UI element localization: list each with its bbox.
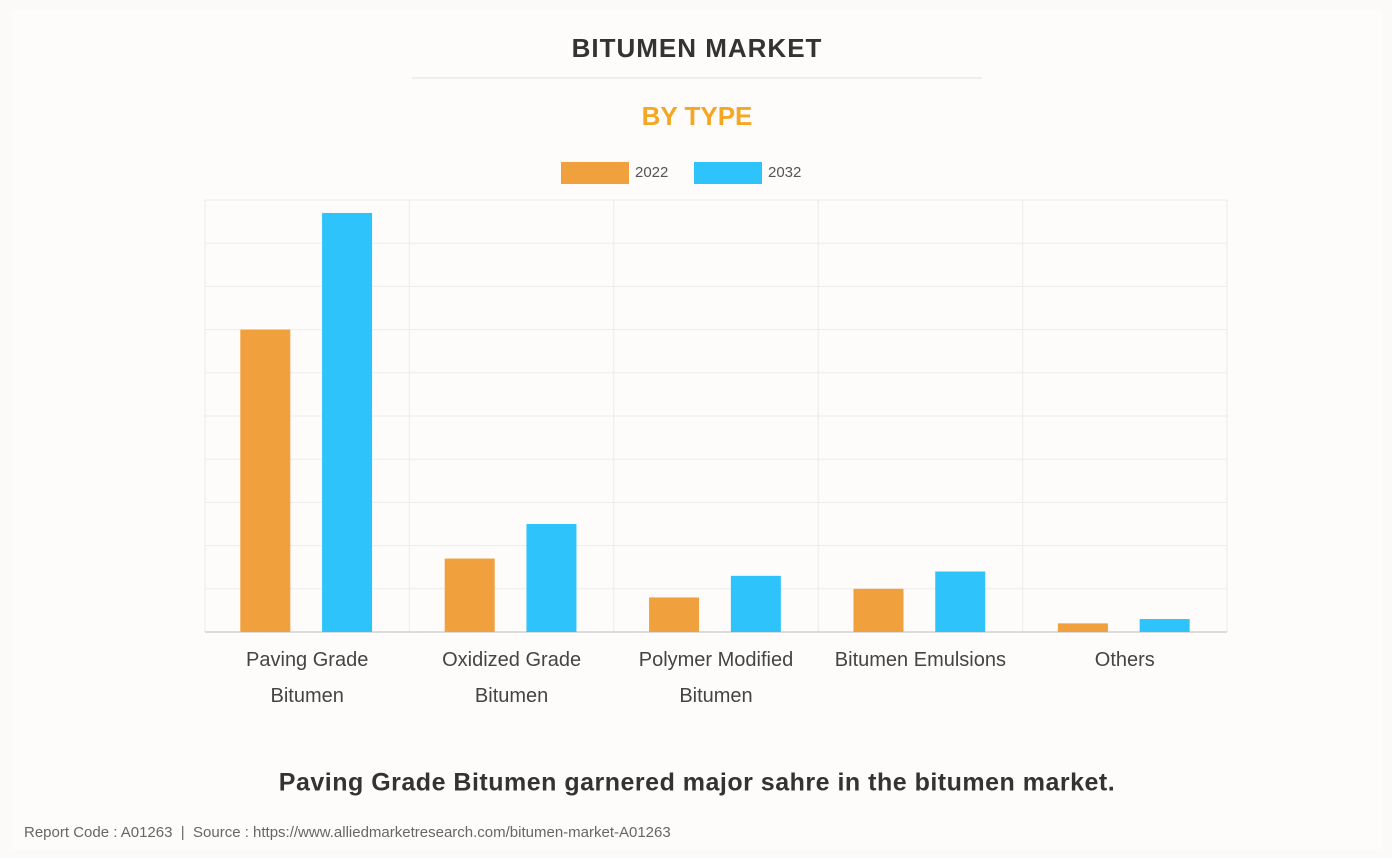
bar bbox=[1057, 623, 1108, 632]
source: Report Code : A01263 | Source : https://… bbox=[24, 824, 671, 841]
panel bbox=[12, 10, 1382, 850]
legend-swatch bbox=[694, 162, 762, 184]
legend-label: 2032 bbox=[768, 164, 801, 181]
x-tick-label: Bitumen Emulsions bbox=[834, 649, 1006, 671]
bar bbox=[1139, 619, 1190, 632]
bar bbox=[935, 571, 986, 632]
bar bbox=[526, 524, 577, 632]
bar bbox=[240, 329, 291, 632]
bar bbox=[853, 588, 904, 632]
x-tick-label: Paving Grade Bitumen bbox=[246, 649, 369, 707]
legend-label: 2022 bbox=[635, 164, 668, 181]
x-tick-label: Others bbox=[1094, 649, 1155, 671]
legend-swatch bbox=[561, 162, 629, 184]
chart-title: BITUMEN MARKET bbox=[572, 33, 823, 63]
chart-subtitle: BY TYPE bbox=[642, 101, 753, 131]
bar bbox=[649, 597, 700, 632]
bar bbox=[322, 212, 373, 632]
bar bbox=[730, 575, 781, 632]
bar bbox=[444, 558, 495, 632]
caption: Paving Grade Bitumen garnered major sahr… bbox=[279, 769, 1115, 797]
x-tick-label: Oxidized Grade Bitumen bbox=[442, 649, 582, 707]
x-tick-label: Polymer Modified Bitumen bbox=[638, 649, 794, 707]
